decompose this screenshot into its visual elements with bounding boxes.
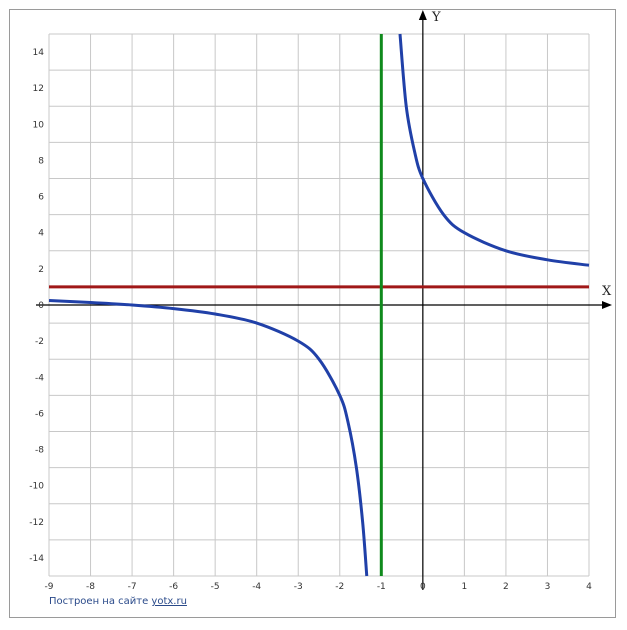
x-tick-label: -2 [335,582,344,592]
y-tick-label: -6 [35,409,44,419]
y-tick-label: -10 [29,482,44,492]
y-tick-label: 14 [33,48,45,58]
x-axis-label: X [602,284,612,299]
y-axis-label: Y [431,10,441,25]
y-tick-label: 12 [33,84,44,94]
y-tick-label: 4 [38,229,44,239]
series-line-0 [48,298,369,577]
y-tick-label: 2 [38,265,44,275]
x-tick-label: -1 [377,582,386,592]
y-tick-label: -2 [35,337,44,347]
y-tick-label: 6 [38,193,44,203]
credit-text: Построен на сайте yotx.ru [49,596,187,607]
x-tick-label: -6 [169,582,178,592]
x-tick-label: -4 [252,582,261,592]
y-axis-arrow [418,10,427,20]
y-tick-label: -4 [35,373,44,383]
y-tick-label: -8 [35,446,44,456]
credit-prefix: Построен на сайте [49,596,152,607]
chart-frame [9,9,616,618]
x-tick-label: -8 [86,582,95,592]
x-tick-label: 0 [420,582,426,592]
x-tick-label: -5 [211,582,220,592]
y-tick-label: -14 [29,554,44,564]
series-line-1 [398,33,590,267]
y-tick-label: 8 [38,156,44,166]
x-tick-label: -9 [45,582,54,592]
y-tick-label: 0 [38,301,44,311]
x-axis-arrow [602,301,612,309]
x-tick-label: 4 [586,582,592,592]
credit-link[interactable]: yotx.ru [151,596,187,607]
x-tick-label: 1 [462,582,468,592]
x-tick-label: -7 [128,582,137,592]
y-tick-label: 10 [33,120,45,130]
x-tick-label: -3 [294,582,303,592]
x-tick-label: 3 [545,582,551,592]
x-tick-label: 2 [503,582,509,592]
y-tick-label: -12 [29,518,44,528]
